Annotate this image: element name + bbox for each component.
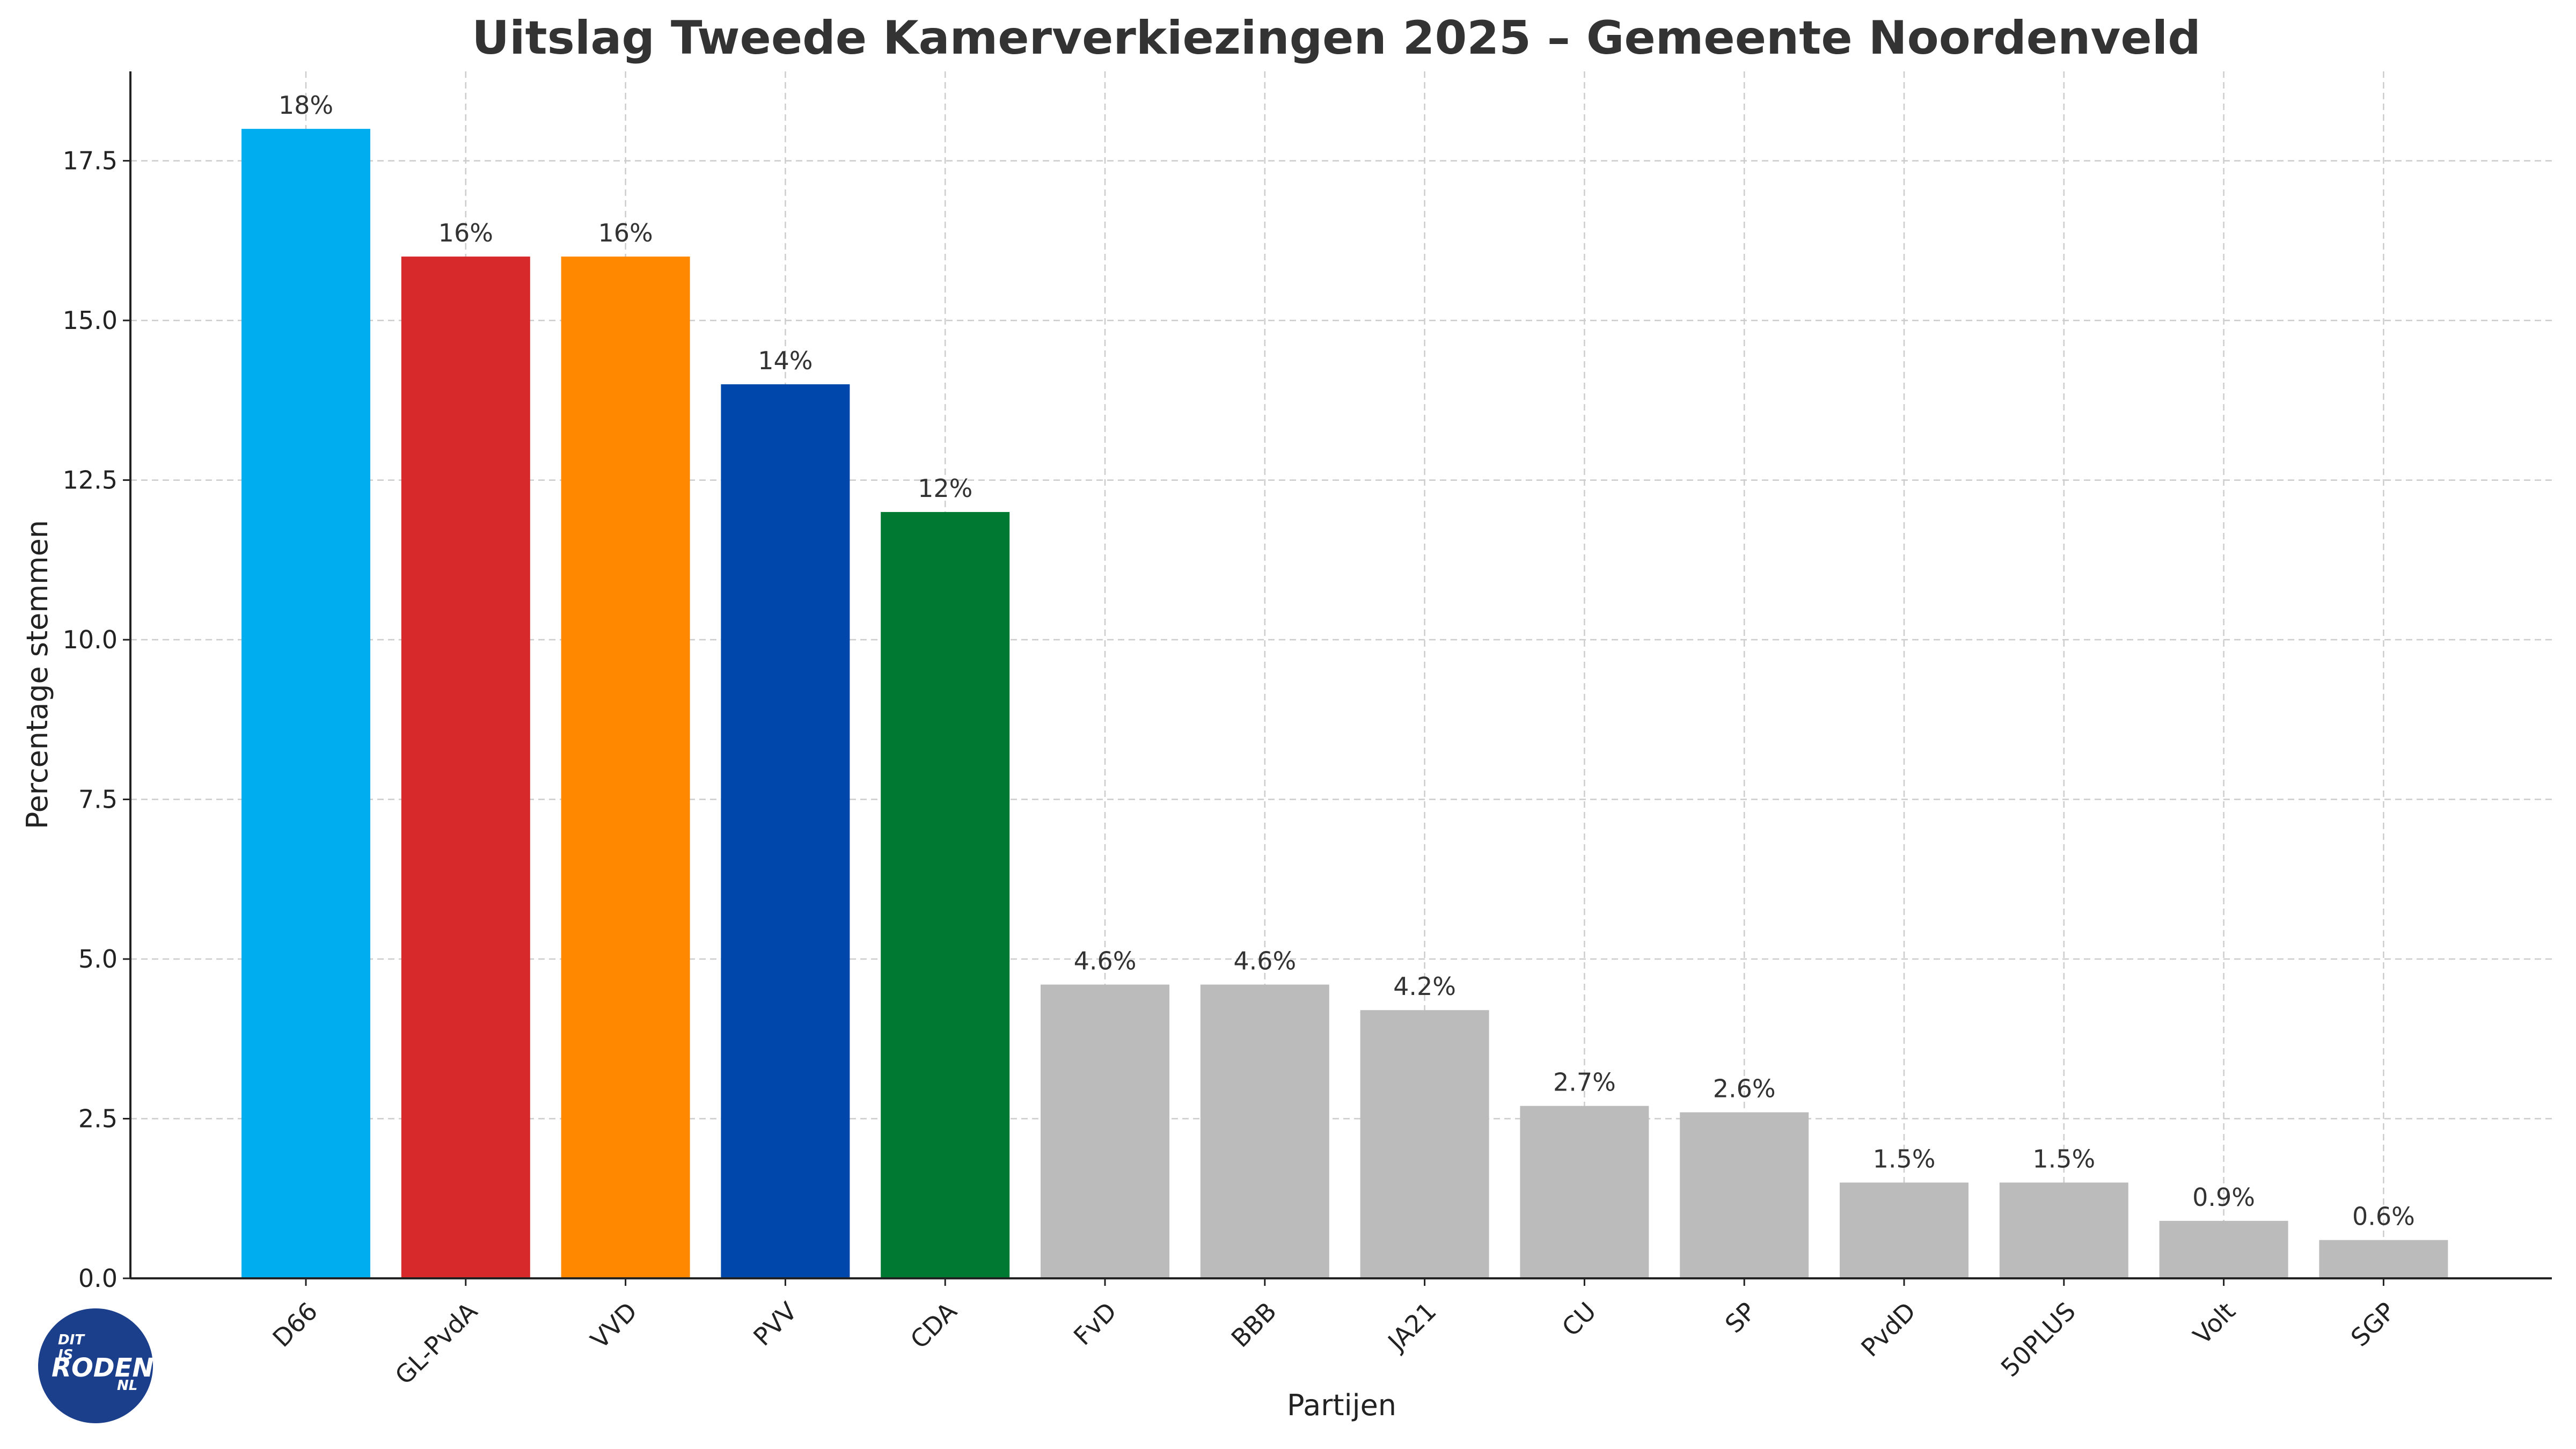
x-tick-label: GL-PvdA (389, 1297, 483, 1391)
y-axis-ticks: 0.0 2.5 5.0 7.5 10.0 12.5 15.0 17.5 (63, 147, 130, 1293)
y-tick-label: 15.0 (63, 306, 118, 335)
x-tick-label: CDA (905, 1297, 963, 1355)
bar-pvv (721, 384, 850, 1278)
bar-value-label: 4.6% (1074, 947, 1137, 976)
axes (129, 71, 2552, 1279)
bar-50plus (1999, 1182, 2128, 1278)
bar-value-label: 12% (918, 474, 972, 503)
bar-pvdd (1840, 1182, 1968, 1278)
bar-fvd (1041, 984, 1169, 1278)
x-tick-label: BBB (1226, 1297, 1282, 1353)
y-tick-label: 10.0 (63, 625, 118, 654)
bar-value-label: 18% (279, 91, 333, 120)
y-axis-label: Percentage stemmen (20, 520, 54, 829)
bar-d66 (241, 129, 370, 1279)
bar-value-label: 4.2% (1393, 972, 1456, 1001)
x-axis-ticks: D66 GL-PvdA VVD PVV CDA FvD BBB JA21 CU SP PvdD 50P… (267, 1278, 2401, 1390)
y-tick-label: 0.0 (78, 1264, 118, 1293)
bar-gl-pvda (401, 257, 530, 1278)
x-axis-label: Partijen (1287, 1388, 1396, 1422)
x-tick-label: FvD (1068, 1297, 1122, 1351)
bar-bbb (1200, 984, 1329, 1278)
bar-value-label: 16% (438, 218, 493, 247)
x-tick-label: SGP (2345, 1297, 2401, 1352)
bar-sgp (2319, 1240, 2448, 1278)
bar-value-label: 0.9% (2192, 1183, 2255, 1212)
x-tick-label: PvdD (1855, 1297, 1921, 1363)
x-tick-label: VVD (585, 1297, 643, 1355)
bar-value-label: 1.5% (2032, 1145, 2095, 1174)
logo-text-2: IS (58, 1347, 73, 1363)
bar-value-label: 1.5% (1873, 1145, 1936, 1174)
bar-volt (2159, 1220, 2288, 1278)
y-tick-label: 17.5 (63, 147, 118, 175)
x-tick-label: 50PLUS (1995, 1297, 2081, 1382)
logo-text-4: NL (117, 1378, 137, 1394)
bar-ja21 (1360, 1010, 1489, 1278)
logo-text-3: RODEN (52, 1353, 154, 1383)
bars (241, 129, 2448, 1279)
chart-title: Uitslag Tweede Kamerverkiezingen 2025 – … (472, 11, 2201, 65)
logo: DIT IS RODEN NL (38, 1308, 154, 1423)
x-tick-label: JA21 (1381, 1297, 1442, 1357)
bar-cu (1520, 1106, 1649, 1278)
y-tick-label: 7.5 (78, 785, 118, 814)
y-tick-label: 5.0 (78, 945, 118, 974)
bar-cda (881, 512, 1010, 1278)
logo-circle (38, 1308, 153, 1423)
bar-value-label: 2.6% (1713, 1074, 1776, 1103)
bar-value-labels: 18% 16% 16% 14% 12% 4.6% 4.6% 4.2% 2.7% 2.6% 1.5% 1… (279, 91, 2415, 1231)
x-tick-label: CU (1556, 1297, 1602, 1342)
y-tick-label: 12.5 (63, 466, 118, 495)
x-tick-label: PVV (748, 1297, 803, 1352)
bar-value-label: 14% (758, 346, 813, 375)
bar-value-label: 4.6% (1233, 947, 1296, 976)
bar-value-label: 2.7% (1553, 1068, 1616, 1097)
y-tick-label: 2.5 (78, 1104, 118, 1133)
bar-value-label: 16% (598, 218, 653, 247)
bar-vvd (561, 257, 690, 1278)
x-tick-label: Volt (2187, 1297, 2241, 1350)
bar-sp (1680, 1112, 1809, 1278)
bar-value-label: 0.6% (2352, 1202, 2415, 1231)
logo-text-1: DIT (58, 1332, 85, 1348)
x-tick-label: SP (1719, 1297, 1761, 1338)
x-tick-label: D66 (267, 1297, 323, 1353)
